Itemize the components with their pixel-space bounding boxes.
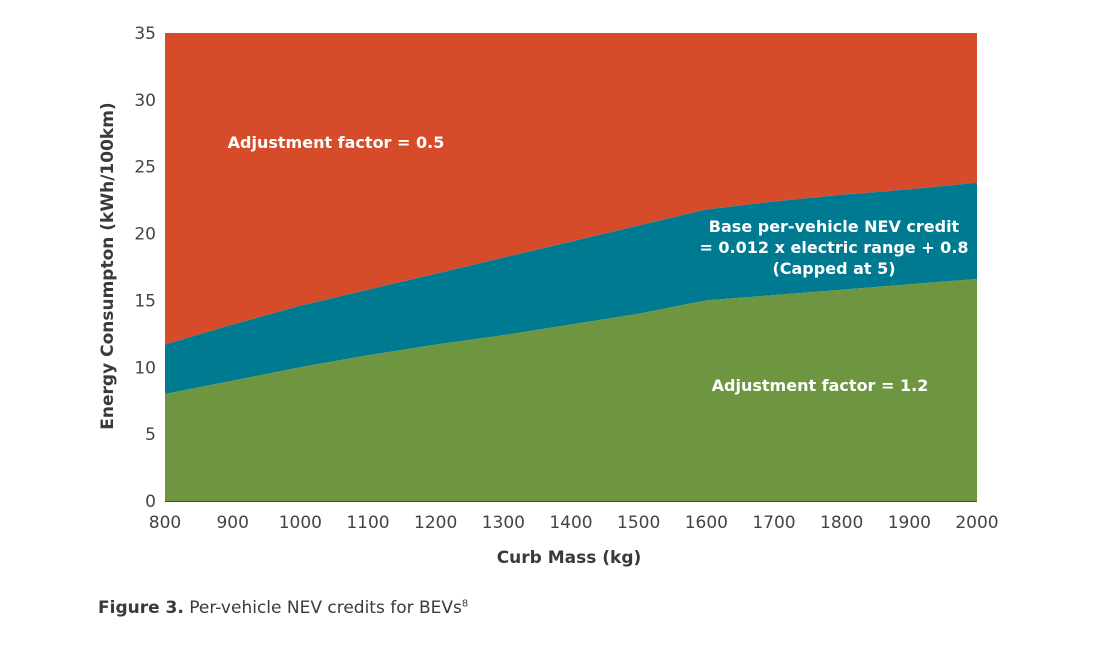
caption-text: Per-vehicle NEV credits for BEVs	[183, 598, 462, 618]
region-low-consumption	[165, 279, 977, 501]
y-tick-label: 25	[134, 158, 156, 178]
x-axis-ticks: 800 900 1000 1100 1200 1300 1400 1500 1600 1700 18…	[149, 513, 999, 533]
x-axis-title: Curb Mass (kg)	[497, 548, 642, 568]
y-tick-label: 15	[134, 291, 156, 311]
x-tick-label: 1800	[820, 513, 863, 533]
figure-label: Figure 3.	[98, 598, 184, 618]
x-tick-label: 1100	[346, 513, 389, 533]
chart-regions	[165, 33, 977, 501]
region-labels: Adjustment factor = 0.5 Base per-vehicle …	[228, 133, 969, 395]
y-tick-label: 10	[134, 358, 156, 378]
x-tick-label: 1200	[414, 513, 457, 533]
x-tick-label: 1600	[685, 513, 728, 533]
label-adjustment-factor-high: Adjustment factor = 0.5	[228, 133, 445, 152]
y-tick-label: 0	[145, 492, 156, 512]
x-tick-label: 1400	[549, 513, 592, 533]
x-tick-label: 1900	[888, 513, 931, 533]
x-tick-label: 900	[216, 513, 248, 533]
x-tick-label: 1000	[279, 513, 322, 533]
label-base-credit-line: Base per-vehicle NEV credit	[709, 217, 960, 236]
y-axis-title: Energy Consumpton (kWh/100km)	[98, 102, 118, 429]
label-base-credit-line: = 0.012 x electric range + 0.8	[699, 238, 968, 257]
x-tick-label: 1500	[617, 513, 660, 533]
region-high-consumption	[165, 33, 977, 345]
caption-footnote: 8	[461, 598, 469, 610]
label-adjustment-factor-low: Adjustment factor = 1.2	[712, 376, 929, 395]
y-tick-label: 20	[134, 225, 156, 245]
region-base-credit-band	[165, 182, 977, 394]
x-tick-label: 2000	[955, 513, 998, 533]
x-tick-label: 800	[149, 513, 181, 533]
figure-caption: Figure 3. Per-vehicle NEV credits for BE…	[98, 598, 468, 618]
y-axis-ticks: 0 5 10 15 20 25 30 35	[134, 24, 156, 512]
x-tick-label: 1300	[482, 513, 525, 533]
y-tick-label: 35	[134, 24, 156, 44]
y-tick-label: 5	[145, 425, 156, 445]
label-base-credit-line: (Capped at 5)	[772, 259, 895, 278]
x-tick-label: 1700	[752, 513, 795, 533]
y-tick-label: 30	[134, 91, 156, 111]
